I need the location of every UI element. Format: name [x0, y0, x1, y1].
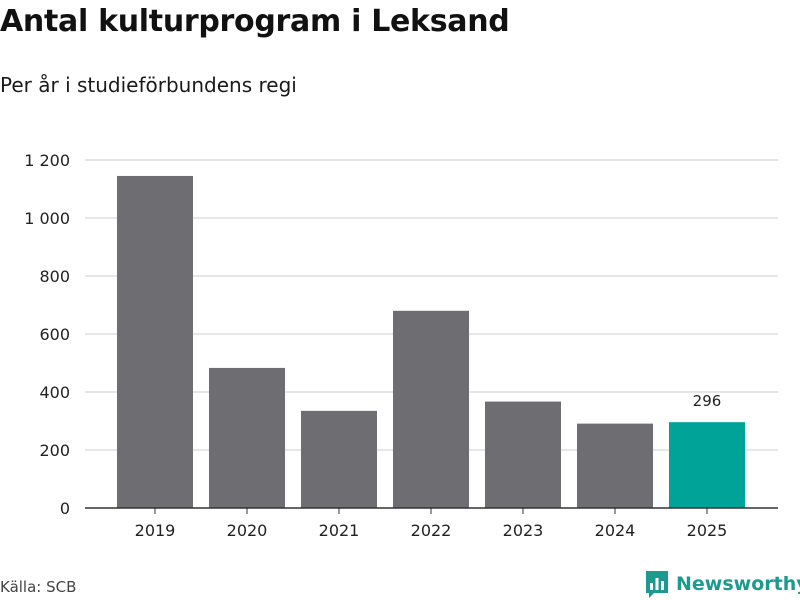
x-tick-label: 2024	[595, 521, 636, 540]
bar-2024	[577, 423, 653, 508]
bars	[117, 175, 745, 508]
y-tick-label: 1 200	[24, 151, 70, 170]
newsworthy-logo-icon	[646, 571, 668, 598]
newsworthy-logo: Newsworthy	[644, 569, 800, 599]
x-tick-label: 2023	[503, 521, 544, 540]
y-tick-label: 200	[39, 441, 70, 460]
x-tick-label: 2021	[319, 521, 360, 540]
chart-title: Antal kulturprogram i Leksand	[0, 4, 510, 39]
y-tick-label: 400	[39, 383, 70, 402]
bar-2020	[209, 367, 285, 508]
x-tick-label: 2025	[687, 521, 728, 540]
y-axis-ticks: 0 200 400 600 800 1 000 1 200	[24, 151, 70, 518]
y-tick-label: 0	[60, 499, 70, 518]
bar-2022	[393, 310, 469, 508]
y-tick-label: 1 000	[24, 209, 70, 228]
x-axis-ticks: 2019 2020 2021 2022 2023 2024 2025	[135, 508, 728, 540]
data-labels: 296	[693, 392, 722, 410]
x-tick-label: 2020	[227, 521, 268, 540]
x-tick-label: 2022	[411, 521, 452, 540]
bar-2019	[117, 175, 193, 508]
bar-2023	[485, 401, 561, 508]
y-tick-label: 600	[39, 325, 70, 344]
source-note: Källa: SCB	[0, 578, 77, 596]
bar-2025	[669, 422, 745, 508]
y-tick-label: 800	[39, 267, 70, 286]
chart-subtitle: Per år i studieförbundens regi	[0, 73, 297, 97]
data-label: 296	[693, 392, 722, 410]
x-tick-label: 2019	[135, 521, 176, 540]
bar-chart: 0 200 400 600 800 1 000 1 200 2019 2020 2021 2022…	[24, 151, 778, 540]
bar-2021	[301, 410, 377, 508]
brand-name: Newsworthy	[676, 573, 800, 595]
